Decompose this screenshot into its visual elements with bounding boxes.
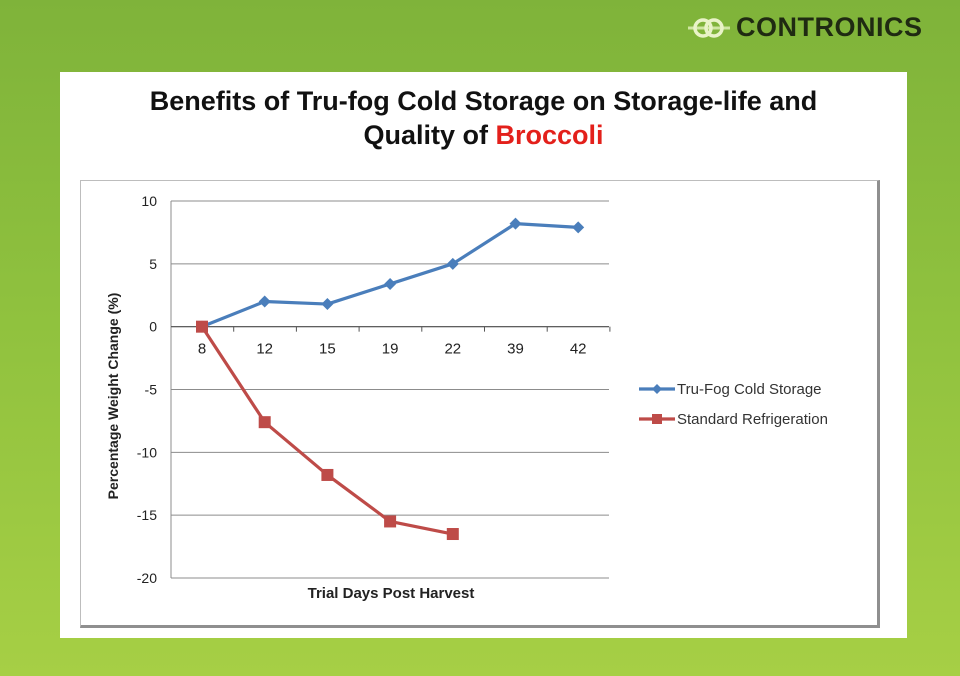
legend-label: Standard Refrigeration xyxy=(677,411,828,428)
chart-container: 10 5 0 -5 -10 -15 -20 8 12 15 19 22 39 42 Percentage… xyxy=(80,180,880,628)
x-tick-label: 39 xyxy=(507,341,524,358)
legend-marker xyxy=(652,414,662,424)
x-tick-label: 19 xyxy=(382,341,399,358)
slide-panel: Benefits of Tru-fog Cold Storage on Stor… xyxy=(60,72,907,638)
title-accent-word: Broccoli xyxy=(495,120,604,150)
data-point xyxy=(446,257,459,270)
x-axis-label: Trial Days Post Harvest xyxy=(308,585,475,602)
slide-title: Benefits of Tru-fog Cold Storage on Stor… xyxy=(60,84,907,152)
x-tick-label: 42 xyxy=(570,341,587,358)
chart-series xyxy=(196,217,585,541)
data-point xyxy=(321,468,334,481)
data-point xyxy=(258,416,271,429)
x-tick-label: 22 xyxy=(444,341,461,358)
y-tick-label: 5 xyxy=(149,256,157,272)
y-tick-label: -20 xyxy=(137,570,157,586)
y-tick-label: -10 xyxy=(137,444,157,460)
legend-label: Tru-Fog Cold Storage xyxy=(677,381,822,398)
data-point xyxy=(384,515,397,528)
legend-marker xyxy=(652,384,662,394)
title-line-2: Quality of Broccoli xyxy=(60,118,907,152)
chart-legend: Tru-Fog Cold Storage Standard Refrigerati… xyxy=(639,381,828,428)
data-point xyxy=(384,277,397,290)
y-tick-label: -15 xyxy=(137,507,157,523)
series-line xyxy=(200,325,454,536)
y-tick-label: -5 xyxy=(145,382,158,398)
x-tick-label: 8 xyxy=(198,341,206,358)
title-line-1: Benefits of Tru-fog Cold Storage on Stor… xyxy=(149,86,818,116)
y-tick-label: 10 xyxy=(141,193,157,209)
line-chart: 10 5 0 -5 -10 -15 -20 8 12 15 19 22 39 42 Percentage… xyxy=(105,193,828,602)
title-line-2-text: Quality of xyxy=(363,120,496,150)
brand-name: CONTRONICS xyxy=(736,12,923,42)
y-tick-labels: 10 5 0 -5 -10 -15 -20 xyxy=(137,193,157,586)
x-tick-labels: 8 12 15 19 22 39 42 xyxy=(198,341,587,358)
data-point xyxy=(258,295,271,308)
brand-logo: CONTRONICS xyxy=(686,10,936,46)
chart-axes xyxy=(170,201,611,578)
data-point xyxy=(446,528,459,541)
data-point xyxy=(196,320,208,333)
x-tick-label: 12 xyxy=(256,341,273,358)
x-tick-label: 15 xyxy=(319,341,336,358)
data-point xyxy=(572,221,585,234)
series-line xyxy=(201,222,579,329)
data-point xyxy=(509,217,522,230)
data-point xyxy=(321,298,334,311)
y-tick-label: 0 xyxy=(149,319,157,335)
logo-rings-icon xyxy=(688,18,730,38)
y-axis-label: Percentage Weight Change (%) xyxy=(105,293,121,500)
